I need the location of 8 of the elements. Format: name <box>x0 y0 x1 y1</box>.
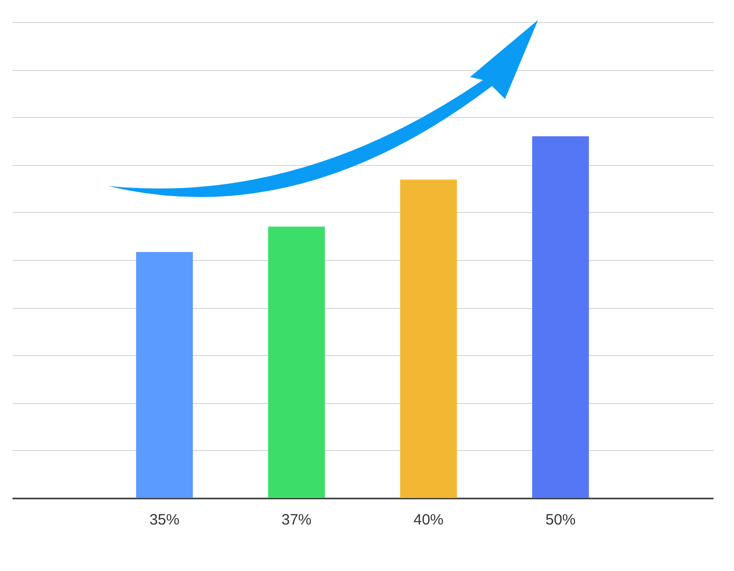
x-tick-label: 37% <box>281 512 312 528</box>
bar <box>268 226 325 498</box>
bar <box>532 136 589 498</box>
x-tick-label: 35% <box>149 512 180 528</box>
x-tick-label: 50% <box>546 512 576 528</box>
bar <box>136 252 193 498</box>
x-tick-label: 40% <box>413 512 444 528</box>
bar <box>400 180 457 498</box>
